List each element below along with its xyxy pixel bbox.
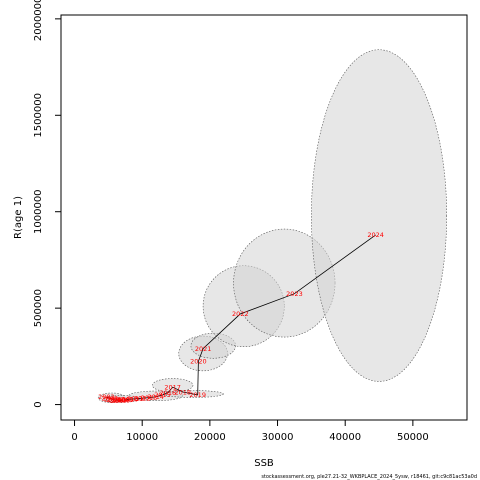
point-label-2006: 2006 (109, 397, 126, 405)
year-labels: 2002200320042005200620072008200920102011… (98, 231, 384, 405)
point-label-2012: 2012 (134, 395, 151, 403)
trajectory-line (106, 234, 376, 402)
point-label-2005: 2005 (107, 396, 124, 404)
point-label-2014: 2014 (147, 393, 164, 401)
trajectory-path (106, 234, 376, 402)
point-label-2016: 2016 (160, 389, 177, 397)
point-label-2020: 2020 (190, 357, 207, 365)
point-label-2013: 2013 (141, 394, 158, 402)
x-axis: 0 10000 20000 30000 40000 50000 (71, 419, 429, 443)
x-tick-label: 20000 (194, 432, 226, 443)
point-label-2003: 2003 (101, 395, 118, 403)
point-label-2018: 2018 (175, 388, 192, 396)
x-tick-label: 30000 (262, 432, 294, 443)
x-tick-label: 40000 (329, 432, 361, 443)
point-label-2024: 2024 (367, 231, 384, 239)
point-label-2015: 2015 (154, 391, 171, 399)
point-label-2021: 2021 (195, 345, 212, 353)
y-axis-title: R(age 1) (13, 196, 24, 239)
y-tick-label: 1500000 (33, 93, 44, 138)
confidence-ellipses (97, 49, 447, 403)
y-tick-label: 500000 (33, 289, 44, 327)
point-label-2023: 2023 (286, 290, 303, 298)
x-tick-label: 10000 (126, 432, 158, 443)
y-axis: 0 500000 1000000 1500000 2000000 (33, 0, 62, 408)
point-label-2011: 2011 (127, 395, 144, 403)
point-label-2007: 2007 (111, 397, 128, 405)
x-axis-title: SSB (254, 458, 274, 469)
point-label-2017: 2017 (164, 384, 181, 392)
confidence-ellipse-10 (311, 49, 447, 382)
point-label-2019: 2019 (189, 391, 206, 399)
point-label-2008: 2008 (114, 397, 131, 405)
point-label-2004: 2004 (104, 395, 121, 403)
x-tick-label: 50000 (397, 432, 429, 443)
point-label-2009: 2009 (117, 396, 134, 404)
y-tick-label: 2000000 (33, 0, 44, 41)
y-tick-label: 1000000 (33, 189, 44, 234)
point-label-2002: 2002 (98, 393, 115, 401)
point-label-2010: 2010 (122, 395, 139, 403)
y-tick-label: 0 (33, 401, 44, 407)
point-label-2022: 2022 (232, 310, 249, 318)
x-tick-label: 0 (71, 432, 77, 443)
footer-note: stockassessment.org, ple27.21-32_WKBPLAC… (261, 474, 477, 480)
